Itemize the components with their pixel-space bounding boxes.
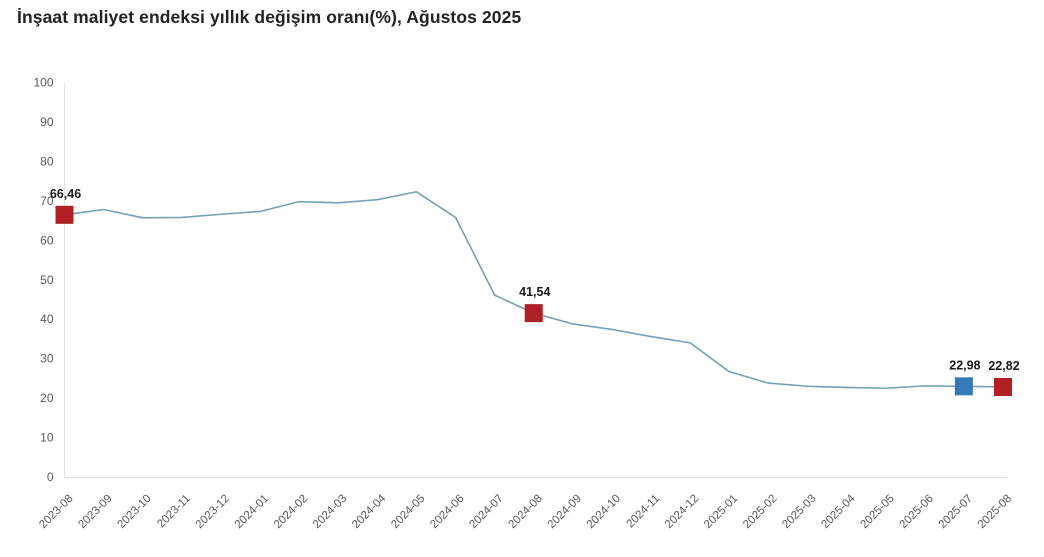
x-axis-tick-label: 2023-11 <box>155 493 193 531</box>
x-axis-tick-label: 2025-03 <box>780 493 818 531</box>
x-axis-tick-label: 2024-11 <box>624 493 662 531</box>
y-axis-tick-label: 60 <box>40 233 54 247</box>
x-axis-tick-label: 2023-10 <box>115 493 153 531</box>
x-axis-tick-label: 2025-07 <box>937 493 975 531</box>
x-axis-tick-label: 2024-06 <box>428 493 466 531</box>
data-point-marker-2025-08 <box>994 377 1012 396</box>
x-axis-tick-label: 2024-04 <box>350 492 389 531</box>
data-point-marker-2023-08 <box>55 205 74 224</box>
x-axis-tick-label: 2024-10 <box>585 493 623 531</box>
x-axis-tick-label: 2024-08 <box>507 493 545 531</box>
x-axis-tick-label: 2024-07 <box>467 493 505 531</box>
y-axis-tick-label: 90 <box>40 115 54 129</box>
y-axis-tick-label: 10 <box>40 431 54 445</box>
point-value-label: 41,54 <box>519 285 550 299</box>
y-axis-tick-label: 0 <box>47 470 54 484</box>
x-axis-tick-label: 2025-02 <box>741 493 779 531</box>
x-axis-tick-label: 2024-09 <box>546 493 584 531</box>
data-point-marker-2024-08 <box>524 304 543 323</box>
data-point-marker-2025-07 <box>954 377 973 396</box>
x-axis-tick-label: 2023-09 <box>76 493 114 531</box>
x-axis-tick-label: 2024-01 <box>233 493 271 531</box>
y-axis-tick-label: 40 <box>40 312 54 326</box>
chart-title: İnşaat maliyet endeksi yıllık değişim or… <box>17 7 522 27</box>
y-axis-tick-label: 100 <box>33 76 53 90</box>
x-axis-tick-label: 2025-04 <box>819 492 858 531</box>
point-value-label: 66,46 <box>50 187 81 201</box>
y-axis-tick-label: 70 <box>40 194 54 208</box>
x-axis-tick-label: 2025-08 <box>976 493 1014 531</box>
x-axis-tick-label: 2023-12 <box>194 493 232 531</box>
x-axis-tick-label: 2025-06 <box>898 493 936 531</box>
y-axis-tick-label: 50 <box>40 273 54 287</box>
x-axis-tick-label: 2024-12 <box>663 493 701 531</box>
x-axis-tick-label: 2024-03 <box>311 493 349 531</box>
y-axis-tick-label: 20 <box>40 391 54 405</box>
y-axis-tick-label: 30 <box>40 352 54 366</box>
x-axis-tick-label: 2024-05 <box>389 493 427 531</box>
point-value-label: 22,82 <box>988 359 1019 373</box>
x-axis-tick-label: 2024-02 <box>272 493 310 531</box>
x-axis-tick-label: 2025-05 <box>858 493 896 531</box>
x-axis-tick-label: 2023-08 <box>37 493 75 531</box>
y-axis-tick-label: 80 <box>40 154 54 168</box>
point-value-label: 22,98 <box>949 358 980 372</box>
x-axis-tick-label: 2025-01 <box>702 493 740 531</box>
